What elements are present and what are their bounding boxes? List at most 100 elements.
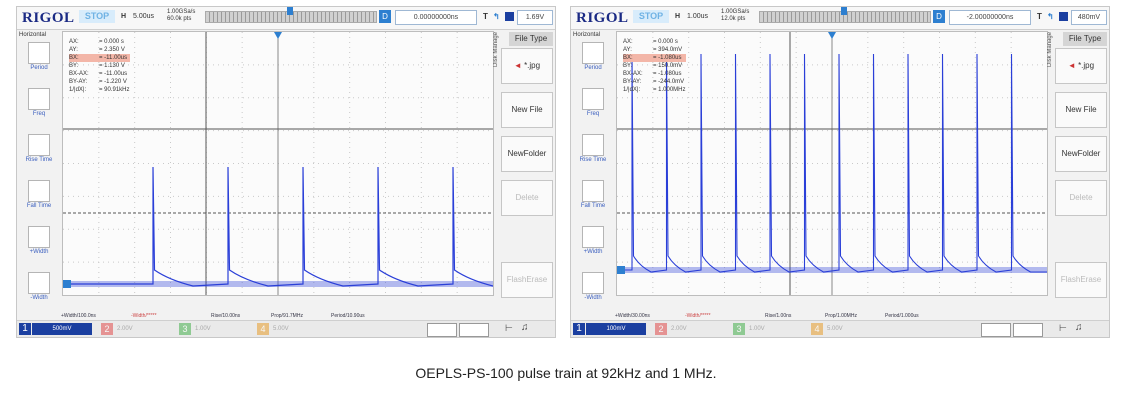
measure-neg-width-button[interactable]: -Width bbox=[571, 272, 615, 301]
measure-fall-time-button[interactable]: Fall Time bbox=[571, 180, 615, 209]
new-folder-button[interactable]: NewFolder bbox=[501, 136, 553, 172]
ch1-number[interactable]: 1 bbox=[573, 323, 585, 335]
measurement-value: = -1.220 V bbox=[99, 79, 127, 85]
waveform-grid[interactable]: AX: = 0.000 s AY: = 394.0mV BX: = -1.080… bbox=[616, 31, 1048, 296]
measurement-row: AY: = 2.350 V bbox=[69, 46, 130, 54]
measure-fall-time-button[interactable]: Fall Time bbox=[17, 180, 61, 209]
ch4-number[interactable]: 4 bbox=[257, 323, 269, 335]
measurement-value: = -1.080us bbox=[653, 71, 682, 77]
ch3-scale[interactable]: 1.00V bbox=[195, 326, 211, 332]
trigger-time-marker bbox=[828, 32, 836, 39]
ch2-scale[interactable]: 2.00V bbox=[117, 326, 133, 332]
speaker-icon: ♫ bbox=[1075, 322, 1083, 333]
status-item: +Width/30.00ns bbox=[615, 313, 650, 319]
measurement-value: = -1.080us bbox=[653, 55, 682, 61]
ch4-scale[interactable]: 5.00V bbox=[827, 326, 843, 332]
trigger-source-icon bbox=[1059, 12, 1068, 21]
file-type-button[interactable]: ◄ *.jpg bbox=[1055, 48, 1107, 84]
measurement-row: BY: = 1.130 V bbox=[69, 62, 130, 70]
waveform-icon-1[interactable] bbox=[427, 323, 457, 337]
ch2-number[interactable]: 2 bbox=[655, 323, 667, 335]
trigger-position-marker bbox=[841, 7, 847, 15]
ch1-scale[interactable]: 500mV bbox=[32, 323, 92, 335]
measure-neg-width-button[interactable]: -Width bbox=[17, 272, 61, 301]
waveform-noise-band bbox=[63, 281, 493, 287]
disk-manage-menu: Disk Manage File Type ◄ *.jpg New File Ne… bbox=[1047, 30, 1109, 320]
file-type-button[interactable]: ◄ *.jpg bbox=[501, 48, 553, 84]
status-item: Period/10.90us bbox=[331, 313, 365, 319]
measure-period-label: Period bbox=[30, 65, 48, 71]
new-file-button[interactable]: New File bbox=[501, 92, 553, 128]
measurement-label: BY: bbox=[69, 63, 79, 69]
ch2-number[interactable]: 2 bbox=[101, 323, 113, 335]
ch4-number[interactable]: 4 bbox=[811, 323, 823, 335]
delay-value[interactable]: -2.00000000ns bbox=[949, 10, 1031, 25]
file-type-title: File Type bbox=[1063, 32, 1107, 46]
ch1-number[interactable]: 1 bbox=[19, 323, 31, 335]
flash-erase-button[interactable]: FlashErase bbox=[1055, 262, 1107, 298]
measurement-label: BY-AY: bbox=[623, 79, 642, 85]
run-stop-indicator[interactable]: STOP bbox=[633, 10, 669, 23]
measurement-row: BX-AX: = -1.080us bbox=[623, 70, 686, 78]
waveform-noise-band bbox=[617, 267, 1047, 273]
selector-arrow-icon: ◄ bbox=[1067, 61, 1076, 70]
ch1-ground-marker bbox=[617, 266, 625, 274]
measure-fall-time-label: Fall Time bbox=[26, 203, 52, 209]
status-item: +Width/100.0ns bbox=[61, 313, 96, 319]
memory-depth: 60.0k pts bbox=[167, 16, 192, 22]
horizontal-label: H bbox=[121, 13, 127, 20]
measurement-label: BX-AX: bbox=[623, 71, 643, 77]
new-file-button[interactable]: New File bbox=[1055, 92, 1107, 128]
memory-depth: 12.0k pts bbox=[721, 16, 746, 22]
measure-rise-time-label: Rise Time bbox=[25, 157, 53, 163]
disk-manage-menu: Disk Manage File Type ◄ *.jpg New File Ne… bbox=[493, 30, 555, 320]
measurement-row: BX: = -11.00us bbox=[69, 54, 130, 62]
channel-bar: 1 500mV 2 2.00V 3 1.00V 4 5.00V ⊢ ♫ bbox=[17, 320, 555, 337]
measurement-status-row: +Width/30.00ns -Width/***** Rise/1.00ns Pro… bbox=[615, 312, 955, 320]
measurement-label: BX: bbox=[623, 55, 633, 61]
measurement-label: 1/|dX|: bbox=[69, 87, 87, 93]
status-item: Rise/10.00ns bbox=[211, 313, 241, 319]
ch3-scale[interactable]: 1.00V bbox=[749, 326, 765, 332]
ch2-scale[interactable]: 2.00V bbox=[671, 326, 687, 332]
measurement-value: = 0.000 s bbox=[653, 39, 678, 45]
measurement-value: = 0.000 s bbox=[99, 39, 124, 45]
run-stop-indicator[interactable]: STOP bbox=[79, 10, 115, 23]
measurement-value: = -11.00us bbox=[99, 55, 128, 61]
ch3-number[interactable]: 3 bbox=[733, 323, 745, 335]
measure-freq-button[interactable]: Freq bbox=[571, 88, 615, 117]
neg-width-icon bbox=[582, 272, 604, 294]
freq-icon bbox=[582, 88, 604, 110]
figure-caption: OEPLS-PS-100 pulse train at 92kHz and 1 … bbox=[415, 365, 717, 381]
delay-value[interactable]: 0.00000000ns bbox=[395, 10, 477, 25]
measure-rise-time-label: Rise Time bbox=[579, 157, 607, 163]
measure-pos-width-button[interactable]: +Width bbox=[571, 226, 615, 255]
trigger-level[interactable]: 1.69V bbox=[517, 10, 553, 25]
delete-button[interactable]: Delete bbox=[1055, 180, 1107, 216]
measurement-row: AY: = 394.0mV bbox=[623, 46, 686, 54]
waveform-icon-1[interactable] bbox=[981, 323, 1011, 337]
measure-period-button[interactable]: Period bbox=[17, 42, 61, 71]
waveform-icon-2[interactable] bbox=[1013, 323, 1043, 337]
measure-period-button[interactable]: Period bbox=[571, 42, 615, 71]
measure-pos-width-button[interactable]: +Width bbox=[17, 226, 61, 255]
delete-button[interactable]: Delete bbox=[501, 180, 553, 216]
new-folder-button[interactable]: NewFolder bbox=[1055, 136, 1107, 172]
oscilloscope-screen-2: RIGOL STOP H 1.00us 1.00GSa/s 12.0k pts … bbox=[570, 6, 1110, 338]
measurement-value: = -11.00us bbox=[99, 71, 128, 77]
ch3-number[interactable]: 3 bbox=[179, 323, 191, 335]
measure-freq-button[interactable]: Freq bbox=[17, 88, 61, 117]
flash-erase-button[interactable]: FlashErase bbox=[501, 262, 553, 298]
horizontal-scale[interactable]: 1.00us bbox=[687, 13, 709, 20]
waveform-icon-2[interactable] bbox=[459, 323, 489, 337]
measurement-value: = 1.130 V bbox=[99, 63, 125, 69]
trigger-level[interactable]: 480mV bbox=[1071, 10, 1107, 25]
horizontal-scale[interactable]: 5.00us bbox=[133, 13, 155, 20]
measurement-label: BY-AY: bbox=[69, 79, 88, 85]
waveform-grid[interactable]: AX: = 0.000 s AY: = 2.350 V BX: = -11.00… bbox=[62, 31, 494, 296]
measure-rise-time-button[interactable]: Rise Time bbox=[571, 134, 615, 163]
cursor-measurement-panel: AX: = 0.000 s AY: = 2.350 V BX: = -11.00… bbox=[69, 38, 130, 94]
ch4-scale[interactable]: 5.00V bbox=[273, 326, 289, 332]
ch1-scale[interactable]: 100mV bbox=[586, 323, 646, 335]
measure-rise-time-button[interactable]: Rise Time bbox=[17, 134, 61, 163]
